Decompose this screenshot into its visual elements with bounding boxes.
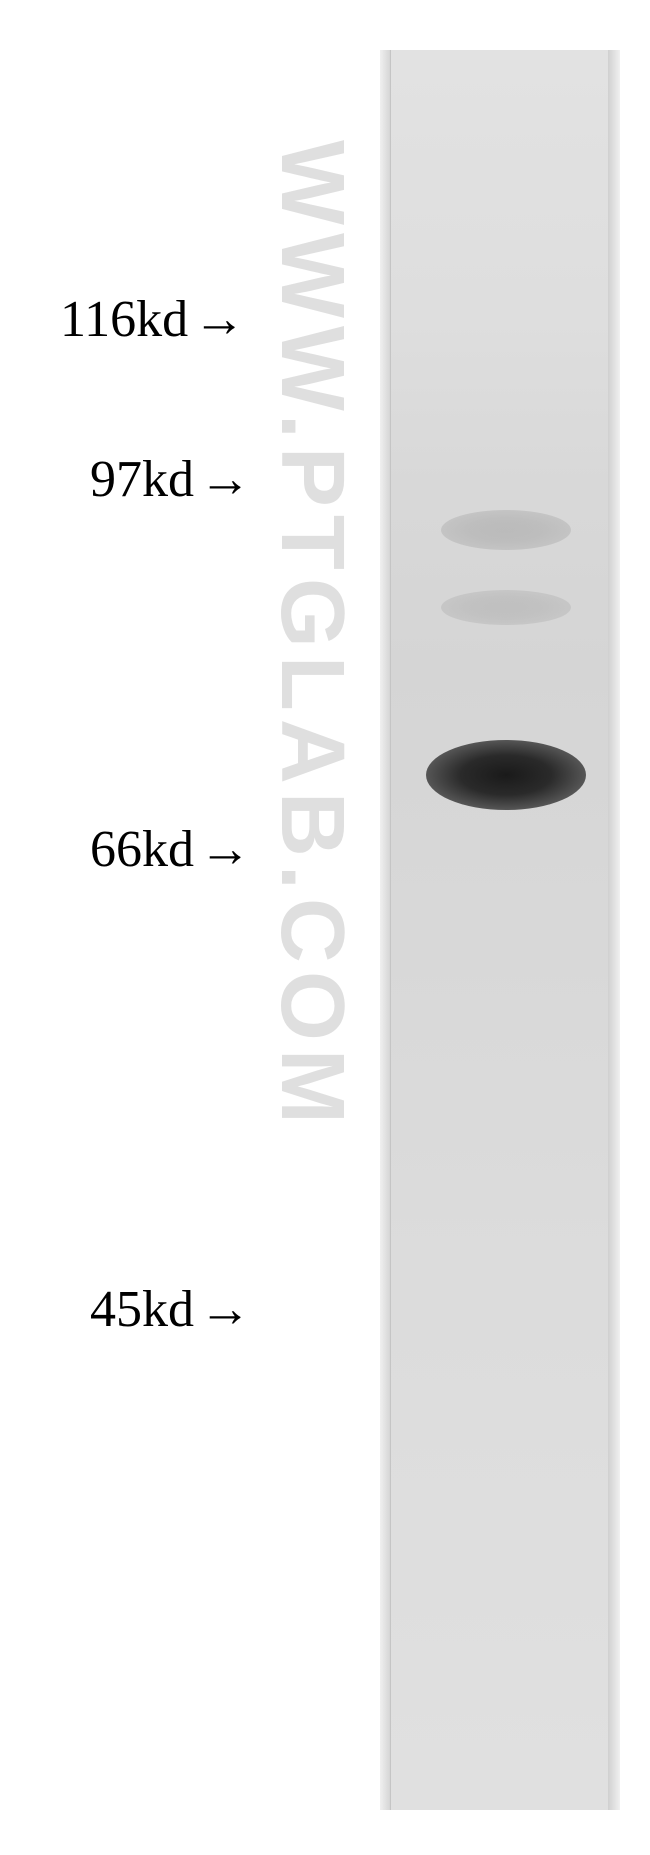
marker-label-text: 66kd: [90, 820, 194, 879]
blot-container: WWW.PTGLAB.COM 116kd→ 97kd→ 66kd→ 45kd→: [0, 0, 650, 1855]
faint-band-1: [441, 510, 571, 550]
faint-band-2: [441, 590, 571, 625]
marker-116kd: 116kd→: [60, 290, 245, 349]
watermark-text: WWW.PTGLAB.COM: [260, 140, 363, 1132]
marker-97kd: 97kd→: [90, 450, 251, 509]
marker-label-text: 116kd: [60, 290, 188, 349]
lane-shadow-right: [608, 50, 620, 1810]
main-band: [426, 740, 586, 810]
marker-45kd: 45kd→: [90, 1280, 251, 1339]
arrow-icon: →: [193, 290, 245, 349]
arrow-icon: →: [199, 1280, 251, 1339]
arrow-icon: →: [199, 450, 251, 509]
arrow-icon: →: [199, 820, 251, 879]
blot-lane: [390, 50, 610, 1810]
marker-66kd: 66kd→: [90, 820, 251, 879]
marker-label-text: 45kd: [90, 1280, 194, 1339]
marker-label-text: 97kd: [90, 450, 194, 509]
